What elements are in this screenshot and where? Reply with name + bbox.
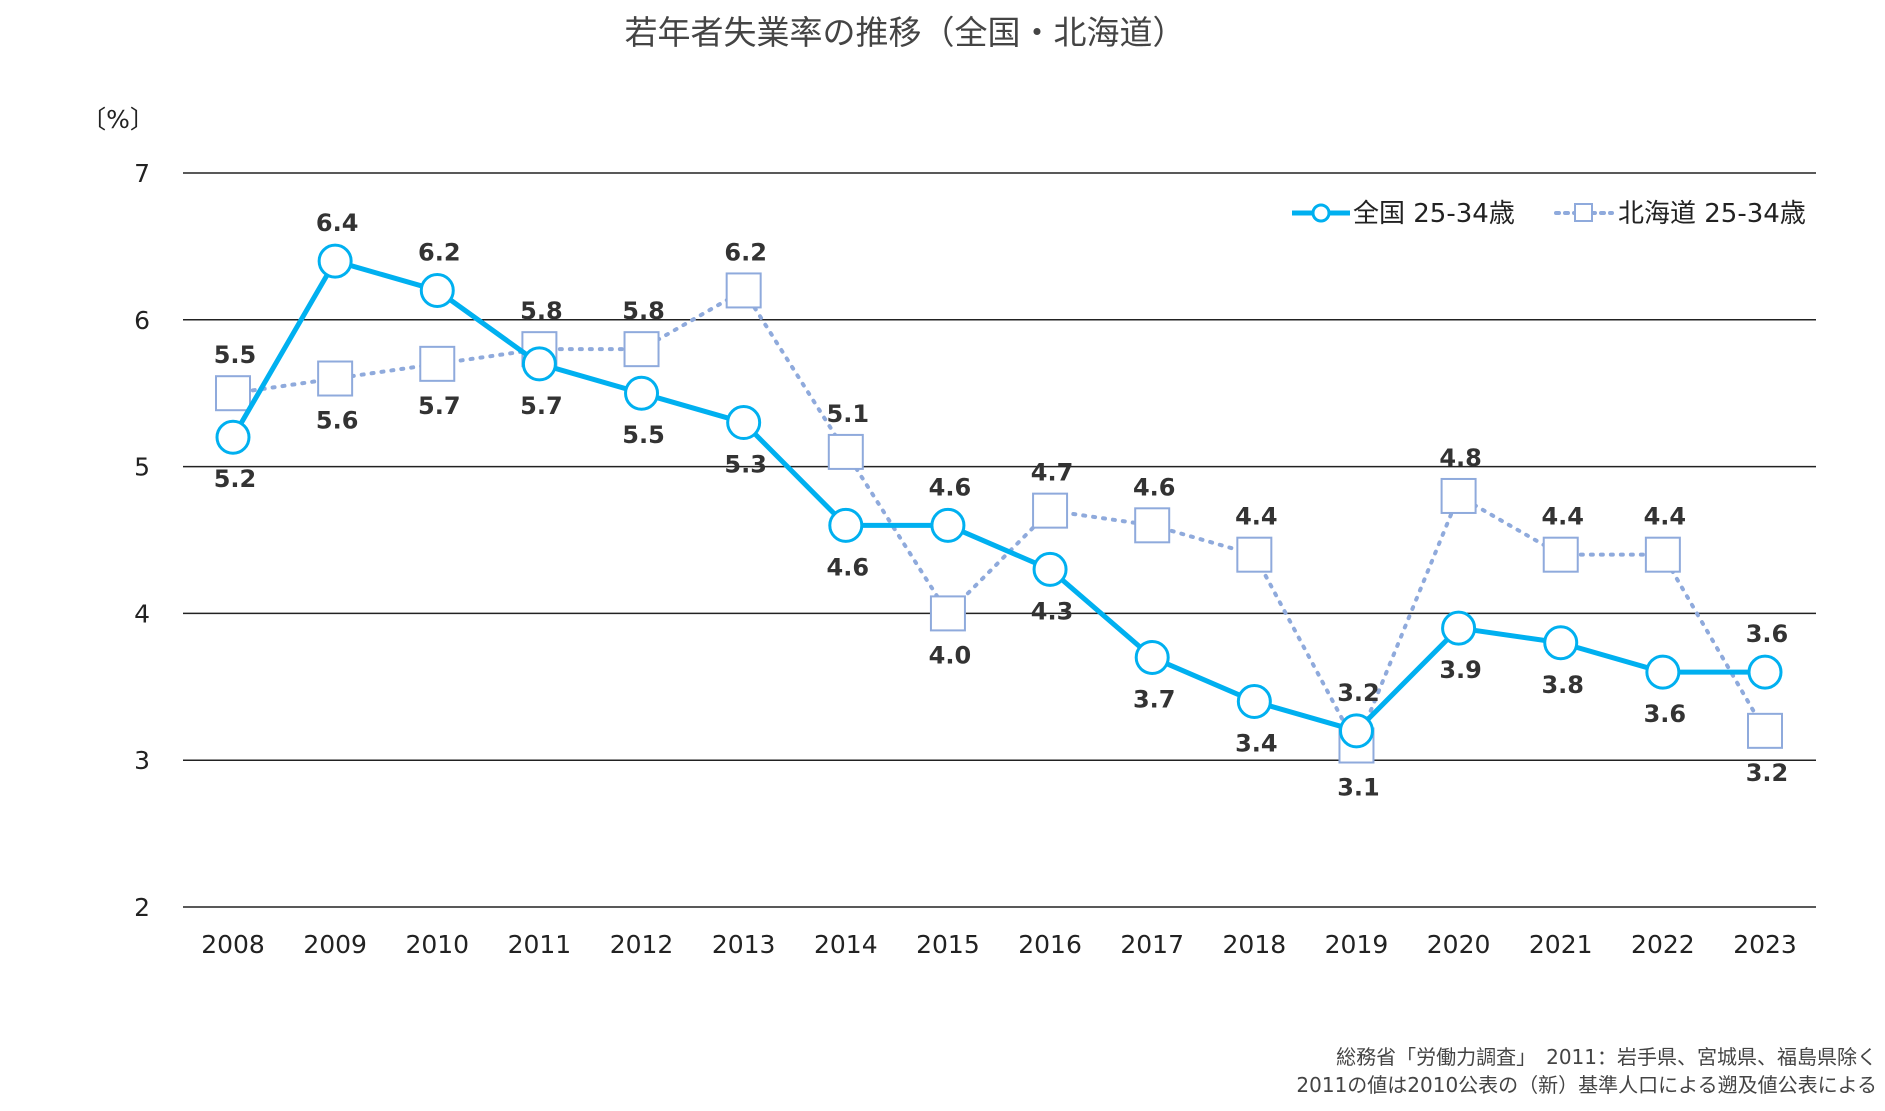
national-point [521, 346, 557, 382]
x-tick-label: 2009 [303, 930, 367, 959]
national-data-label: 6.4 [316, 209, 359, 237]
hokkaido-data-label: 4.4 [1644, 503, 1687, 531]
x-tick-label: 2019 [1325, 930, 1389, 959]
x-tick-label: 2022 [1631, 930, 1695, 959]
hokkaido-data-label: 5.5 [214, 341, 257, 369]
hokkaido-data-label: 5.7 [418, 392, 461, 420]
y-axis-label: 〔%〕 [81, 105, 155, 134]
hokkaido-data-label: 3.1 [1337, 774, 1380, 802]
legend-national: 全国 25-34歳 [1353, 199, 1515, 229]
x-tick-label: 2010 [405, 930, 469, 959]
national-data-label: 5.7 [520, 392, 563, 420]
national-point [624, 375, 660, 411]
national-point [1338, 713, 1374, 749]
national-point [1747, 654, 1783, 690]
national-data-label: 3.2 [1337, 679, 1380, 707]
hokkaido-data-label: 6.2 [724, 238, 767, 266]
hokkaido-point [623, 331, 660, 368]
hokkaido-data-label: 4.6 [1133, 473, 1176, 501]
national-data-label: 5.3 [724, 451, 767, 479]
national-point [1543, 625, 1579, 661]
hokkaido-series-line [231, 287, 1767, 751]
national-point [1441, 610, 1477, 646]
legend: 全国 25-34歳 北海道 25-34歳 [1292, 199, 1806, 229]
x-tick-label: 2012 [610, 930, 674, 959]
hokkaido-data-label: 3.2 [1746, 759, 1789, 787]
national-data-label: 3.8 [1541, 671, 1584, 699]
x-tick-label: 2014 [814, 930, 878, 959]
hokkaido-point [1440, 477, 1477, 514]
hokkaido-point [827, 433, 864, 470]
hokkaido-data-label: 4.4 [1235, 503, 1278, 531]
legend-circle-icon [1311, 203, 1331, 223]
x-tick-label: 2017 [1120, 930, 1184, 959]
hokkaido-point [419, 345, 456, 382]
national-point [1645, 654, 1681, 690]
national-data-label: 3.9 [1439, 656, 1482, 684]
national-point [1032, 551, 1068, 587]
national-data-label: 4.3 [1031, 597, 1074, 625]
national-data-label: 4.6 [827, 553, 870, 581]
hokkaido-point [1542, 536, 1579, 573]
national-point [419, 272, 455, 308]
hokkaido-point [929, 595, 966, 632]
hokkaido-data-label: 4.0 [929, 641, 972, 669]
national-point [726, 405, 762, 441]
hokkaido-data-label: 5.6 [316, 407, 359, 435]
hokkaido-data-label: 5.8 [622, 297, 665, 325]
national-data-label: 3.6 [1644, 700, 1687, 728]
y-tick-label: 4 [134, 599, 150, 628]
x-tick-label: 2011 [508, 930, 572, 959]
hokkaido-point [215, 375, 251, 412]
x-tick-label: 2008 [201, 930, 265, 959]
source-note: 総務省「労働力調査」 2011：岩手県、宮城県、福島県除く [1336, 1045, 1877, 1069]
hokkaido-data-label: 4.7 [1031, 459, 1074, 487]
y-tick-label: 2 [134, 893, 150, 922]
legend-square-icon [1574, 203, 1593, 222]
x-tick-label: 2023 [1733, 930, 1797, 959]
national-data-label: 4.6 [929, 473, 972, 501]
x-tick-label: 2013 [712, 930, 776, 959]
hokkaido-point [725, 272, 762, 309]
national-point [317, 243, 353, 279]
national-point [828, 507, 864, 543]
hokkaido-data-label: 4.8 [1439, 444, 1482, 472]
national-point [1134, 639, 1170, 675]
national-point [215, 419, 251, 455]
hokkaido-point [1644, 536, 1681, 573]
national-data-label: 5.2 [214, 465, 257, 493]
national-series-line [230, 258, 1765, 734]
x-tick-label: 2015 [916, 930, 980, 959]
y-tick-label: 7 [134, 159, 150, 188]
hokkaido-data-label: 5.1 [827, 400, 870, 428]
x-tick-label: 2021 [1529, 930, 1593, 959]
hokkaido-point [1236, 536, 1273, 573]
footnote: 2011の値は2010公表の（新）基準人口による遡及値公表による [1296, 1073, 1877, 1097]
national-data-label: 3.4 [1235, 729, 1278, 757]
national-data-label: 5.5 [622, 421, 665, 449]
national-data-label: 3.7 [1133, 685, 1176, 713]
hokkaido-data-label: 5.8 [520, 297, 563, 325]
hokkaido-point [1747, 712, 1783, 749]
national-point [930, 507, 966, 543]
x-tick-label: 2020 [1427, 930, 1491, 959]
national-data-label: 6.2 [418, 238, 461, 266]
national-data-label: 3.6 [1746, 620, 1789, 648]
hokkaido-data-label: 4.4 [1541, 503, 1584, 531]
y-tick-label: 6 [134, 306, 150, 335]
y-tick-label: 5 [134, 453, 150, 482]
hokkaido-point [1032, 492, 1069, 529]
legend-hokkaido: 北海道 25-34歳 [1618, 199, 1806, 229]
hokkaido-point [317, 360, 354, 397]
national-point [1236, 683, 1272, 719]
x-tick-label: 2018 [1223, 930, 1287, 959]
y-tick-label: 3 [134, 746, 150, 775]
chart-title: 若年者失業率の推移（全国・北海道） [625, 13, 1186, 52]
x-tick-label: 2016 [1018, 930, 1082, 959]
hokkaido-point [1134, 507, 1171, 544]
